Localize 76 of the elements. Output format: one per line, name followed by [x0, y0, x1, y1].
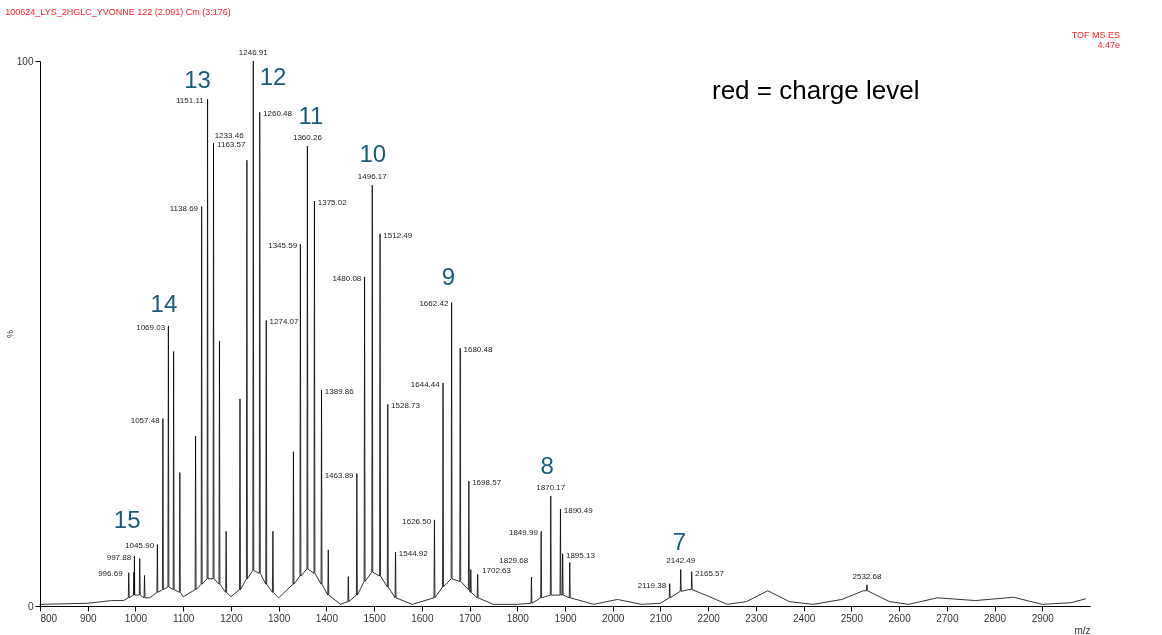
annotation: 1057.48 [130, 415, 161, 425]
annotation: 2119.38 [637, 580, 667, 590]
annotation: 1274.07 [269, 317, 300, 327]
x-tick-label: 2400 [793, 612, 816, 624]
x-tick-label: 1700 [458, 612, 482, 624]
annotation: 1233.46 [214, 131, 245, 141]
x-tick-label: 800 [40, 612, 58, 624]
x-tick-label: 2600 [888, 612, 912, 624]
x-tick-label: 2100 [649, 612, 673, 624]
annotation: 1698.57 [472, 478, 502, 488]
x-tick-label: 900 [79, 612, 98, 624]
annotation: 1260.48 [263, 109, 293, 119]
x-tick-label: 2500 [840, 612, 864, 624]
annotation: 1895.13 [565, 550, 596, 560]
annotation: 996.69 [98, 569, 124, 579]
annotation: 1496.17 [357, 172, 388, 182]
annotation: 11 [298, 102, 324, 130]
annotation: 13 [184, 65, 211, 93]
y-tick-label: 100 [16, 55, 34, 67]
text: TOF MS ES [1071, 30, 1120, 40]
annotation: 1480.08 [332, 273, 362, 283]
x-axis-title: m/z [1074, 624, 1091, 635]
x-tick-label: 1000 [124, 612, 148, 624]
x-tick-label: 2800 [983, 612, 1007, 624]
annotation: 1360.26 [292, 133, 323, 143]
annotation: 2165.57 [695, 568, 725, 578]
annotation: 1163.57 [217, 140, 246, 150]
annotation: 1849.99 [508, 528, 539, 538]
y-axis-title: % [4, 329, 15, 339]
chart-title: 100624_LYS_2HGLC_YVONNE 122 (2.091) Cm (3:176) [5, 7, 231, 17]
annotation: 1375.02 [317, 198, 348, 208]
x-tick-label: 2000 [602, 612, 625, 624]
annotation: 1463.89 [324, 470, 355, 480]
annotation: red = charge level [712, 75, 920, 105]
annotation: 1151.11 [175, 96, 205, 106]
annotation: 1045.90 [125, 541, 155, 551]
annotation: 1829.68 [499, 556, 529, 566]
annotation: 1345.59 [268, 241, 298, 251]
annotation: 1138.69 [169, 203, 199, 213]
annotation: 1680.48 [463, 345, 493, 355]
annotation: 15 [113, 505, 141, 533]
x-tick-label: 1900 [554, 612, 578, 624]
annotation: 1069.03 [136, 322, 166, 332]
annotation: 12 [259, 62, 287, 90]
annotation: 8 [540, 452, 554, 480]
annotation: 10 [359, 140, 387, 168]
annotation: 2532.68 [852, 571, 882, 581]
annotation: 997.88 [106, 552, 132, 562]
x-tick-label: 2700 [936, 612, 959, 624]
y-tick-label: 0 [27, 600, 34, 612]
annotation: 2142.49 [666, 556, 696, 566]
annotation: 14 [150, 289, 178, 317]
annotation: 1389.86 [324, 387, 355, 397]
x-tick-label: 2900 [1031, 612, 1055, 624]
annotation: 1662.42 [419, 299, 449, 309]
annotation: 1890.49 [563, 505, 594, 515]
x-tick-label: 2300 [745, 612, 768, 624]
annotation: 1644.44 [410, 380, 441, 390]
annotation: 1870.17 [536, 482, 566, 492]
annotation: 1702.63 [482, 566, 512, 576]
x-tick-label: 1800 [506, 612, 530, 624]
x-tick-label: 1200 [220, 612, 243, 624]
annotation: 1626.50 [402, 516, 432, 526]
x-tick-label: 1400 [315, 612, 339, 624]
annotation: 1512.49 [383, 230, 413, 240]
x-tick-label: 1100 [172, 612, 195, 624]
x-tick-label: 1600 [411, 612, 434, 624]
annotation: 7 [672, 527, 687, 555]
x-tick-label: 1500 [363, 612, 387, 624]
annotation: 1544.92 [398, 549, 429, 559]
annotation: 1246.91 [238, 48, 269, 57]
text: 4.47e [1097, 40, 1120, 50]
x-tick-label: 1300 [268, 612, 291, 624]
annotation: 1528.73 [391, 401, 421, 411]
annotation: 9 [441, 263, 456, 291]
x-tick-label: 2200 [697, 612, 721, 624]
